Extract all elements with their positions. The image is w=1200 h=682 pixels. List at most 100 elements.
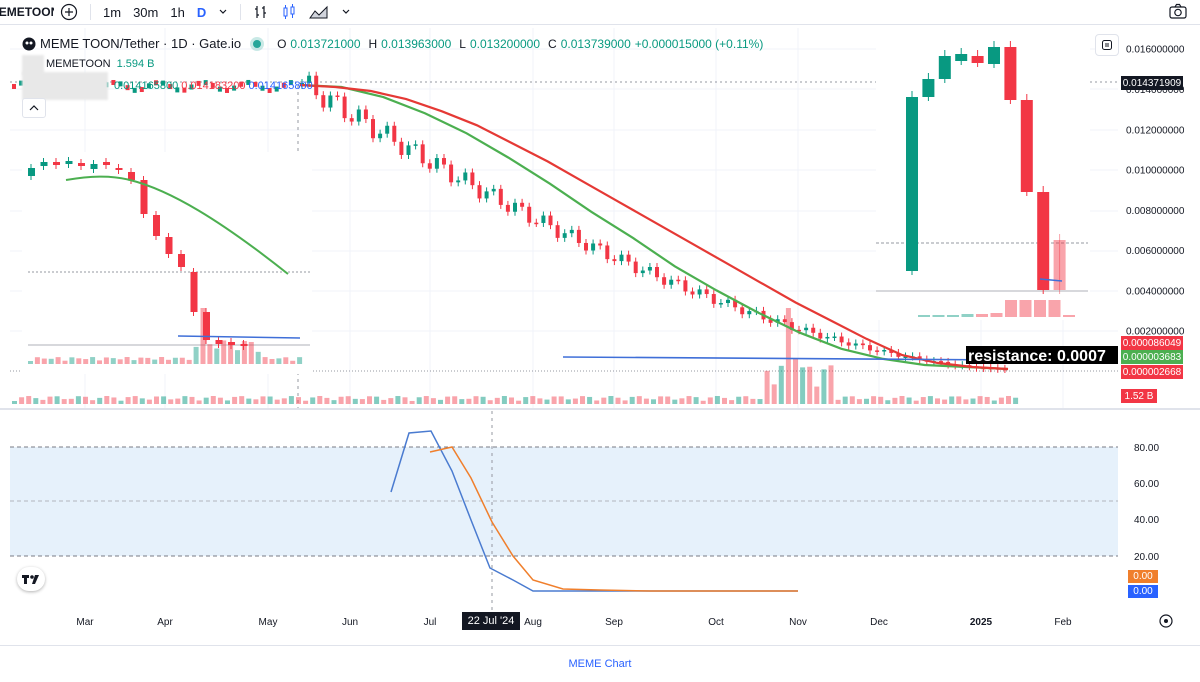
volume-bar bbox=[927, 396, 933, 404]
volume-bar bbox=[232, 396, 238, 404]
volume-bar bbox=[193, 346, 199, 364]
volume-bar bbox=[793, 359, 798, 404]
symbol-search-button[interactable]: MEMETOON bbox=[0, 5, 54, 19]
ma-red-line bbox=[299, 83, 1009, 371]
candle-body bbox=[576, 229, 581, 243]
volume-bar bbox=[622, 400, 628, 404]
price-axis[interactable]: 0.016000000 0.014000000 0.012000000 0.01000… bbox=[1126, 45, 1185, 338]
candle-body bbox=[555, 225, 560, 238]
bar-style-button[interactable] bbox=[247, 0, 275, 24]
candle-body bbox=[182, 87, 187, 93]
rsi-blue-tag: 0.00 bbox=[1128, 585, 1158, 598]
collapse-legend-button[interactable] bbox=[22, 98, 46, 118]
candle-body bbox=[562, 233, 567, 238]
chart-area[interactable]: resistance: 0.0007 0.016000000 0.01400000… bbox=[0, 25, 1200, 645]
screenshot-button[interactable] bbox=[1169, 3, 1187, 19]
interval-1d[interactable]: D bbox=[196, 4, 207, 20]
rsi-pane: 80.00 60.00 40.00 20.00 bbox=[10, 411, 1159, 612]
volume-bar bbox=[445, 396, 451, 404]
candle-body bbox=[132, 87, 137, 93]
volume-legend: MEMETOON 1.594 B bbox=[46, 58, 155, 70]
candle-body bbox=[541, 215, 546, 223]
volume-bar bbox=[75, 396, 81, 404]
reset-chart-button[interactable] bbox=[1095, 34, 1119, 56]
candle-body bbox=[356, 109, 361, 122]
candle-body bbox=[203, 312, 210, 340]
interval-30m[interactable]: 30m bbox=[133, 4, 159, 20]
interval-1h[interactable]: 1h bbox=[170, 4, 185, 20]
tradingview-logo[interactable] bbox=[17, 567, 45, 591]
meme-chart-link[interactable]: MEME Chart bbox=[568, 658, 632, 670]
volume-bar bbox=[947, 315, 959, 317]
candle-body bbox=[399, 141, 404, 155]
candle-body bbox=[190, 272, 198, 312]
chevron-down-icon bbox=[342, 9, 350, 14]
candle-body bbox=[498, 188, 503, 205]
x-tick-label: Mar bbox=[76, 617, 94, 628]
volume-bar bbox=[509, 397, 514, 404]
volume-bar bbox=[871, 396, 877, 404]
volume-bar bbox=[594, 400, 600, 404]
exchange-logo-icon bbox=[22, 37, 36, 50]
rsi-tick-label: 80.00 bbox=[1134, 443, 1159, 454]
candle-body bbox=[640, 270, 645, 274]
volume-bar bbox=[111, 397, 117, 404]
volume-bar bbox=[918, 315, 930, 317]
volume-bar bbox=[104, 396, 110, 404]
volume-bar bbox=[970, 398, 976, 404]
volume-bar bbox=[225, 400, 230, 404]
candle-body bbox=[463, 172, 468, 181]
crosshair-date-tag: 22 Jul '24 bbox=[462, 612, 520, 630]
volume-bar bbox=[260, 396, 266, 404]
volume-bar bbox=[636, 396, 642, 404]
candle-body bbox=[267, 87, 272, 93]
legend-title: MEME TOON/Tether · 1D · Gate.io bbox=[40, 36, 242, 51]
volume-bar bbox=[179, 357, 185, 364]
resistance-label: resistance: 0.0007 bbox=[968, 348, 1106, 365]
redacted-area bbox=[22, 55, 44, 75]
volume-bar bbox=[601, 397, 607, 404]
volume-bar bbox=[138, 357, 144, 364]
chart-canvas[interactable]: resistance: 0.0007 0.016000000 0.01400000… bbox=[0, 25, 1200, 645]
settings-icon[interactable] bbox=[1159, 614, 1173, 628]
candle-body bbox=[939, 361, 943, 363]
candle-body bbox=[655, 267, 659, 278]
interval-1m[interactable]: 1m bbox=[103, 4, 122, 20]
candle-style-button[interactable] bbox=[275, 0, 303, 24]
chevron-down-icon bbox=[219, 9, 227, 14]
candle-body bbox=[378, 133, 383, 139]
area-style-button[interactable] bbox=[303, 0, 335, 24]
candle-body bbox=[12, 83, 16, 89]
volume-bar bbox=[352, 398, 358, 404]
volume-bars bbox=[12, 308, 1019, 404]
volume-bar bbox=[310, 397, 316, 404]
volume-bar bbox=[963, 399, 969, 404]
candle-body bbox=[168, 84, 173, 90]
time-axis[interactable]: Mar Apr May Jun Jul Aug Sep Oct Nov Dec 2025 Feb bbox=[76, 617, 1072, 628]
interval-dropdown[interactable] bbox=[212, 0, 234, 24]
volume-bar bbox=[430, 398, 436, 404]
volume-bar bbox=[83, 359, 89, 364]
candle-body bbox=[274, 86, 279, 92]
add-symbol-button[interactable] bbox=[54, 0, 84, 24]
candle-body bbox=[718, 303, 723, 305]
volume-bar bbox=[629, 396, 635, 404]
redacted-area bbox=[22, 72, 108, 100]
candle-body bbox=[165, 237, 173, 254]
candle-body bbox=[491, 188, 496, 192]
candle-body bbox=[456, 180, 461, 183]
x-tick-label: Aug bbox=[524, 617, 542, 628]
bar-style-icon bbox=[255, 6, 267, 18]
volume-bar bbox=[288, 396, 294, 404]
volume-bar bbox=[551, 396, 557, 404]
candle-body bbox=[860, 343, 865, 346]
volume-bar bbox=[935, 398, 940, 404]
volume-bar bbox=[62, 360, 68, 364]
volume-bar bbox=[864, 398, 869, 404]
volume-bar bbox=[949, 396, 955, 404]
candle-body bbox=[240, 344, 248, 346]
resistance-line[interactable] bbox=[562, 356, 1009, 361]
volume-bar bbox=[297, 357, 303, 364]
style-dropdown[interactable] bbox=[335, 0, 357, 24]
volume-bar bbox=[565, 399, 571, 404]
